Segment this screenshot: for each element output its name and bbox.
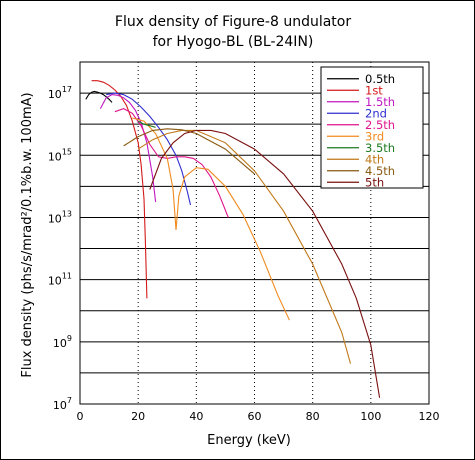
x-tick-label: 0 bbox=[77, 410, 84, 423]
series-line-1st bbox=[91, 80, 148, 299]
series-layer bbox=[85, 80, 381, 398]
y-tick-label: 107 bbox=[53, 396, 72, 412]
legend-label: 1st bbox=[365, 83, 383, 97]
series-line-2nd bbox=[106, 92, 192, 206]
chart-title-line-2: for Hyogo-BL (BL-24IN) bbox=[153, 34, 314, 50]
series-line-3rd bbox=[132, 117, 290, 321]
series-line-5th bbox=[149, 129, 381, 398]
plot-frame bbox=[79, 61, 430, 405]
x-tick-label: 100 bbox=[360, 410, 381, 423]
legend-label: 3rd bbox=[365, 129, 384, 143]
series-line-3.5th bbox=[137, 120, 156, 128]
x-tick-label: 60 bbox=[248, 410, 262, 423]
y-tick-label: 109 bbox=[53, 334, 72, 350]
series-line-0.5th bbox=[85, 90, 113, 103]
y-tick-label: 1013 bbox=[48, 209, 72, 225]
ticks: 0 20 40 60 80 100 120 107 109 1011 1013 1015 1017 bbox=[48, 85, 440, 423]
x-tick-label: 40 bbox=[189, 410, 203, 423]
legend-label: 5th bbox=[365, 175, 384, 189]
legend-label: 2.5th bbox=[365, 118, 395, 132]
legend-label: 4.5th bbox=[365, 164, 395, 178]
y-tick-label: 1015 bbox=[48, 147, 72, 163]
legend-label: 4th bbox=[365, 152, 384, 166]
legend-box bbox=[320, 66, 424, 189]
x-axis-label: Energy (keV) bbox=[207, 433, 291, 448]
chart-title-line-1: Flux density of Figure-8 undulator bbox=[115, 14, 351, 30]
legend-label: 2nd bbox=[365, 106, 387, 120]
legend-label: 3.5th bbox=[365, 141, 395, 155]
series-line-4th bbox=[137, 129, 352, 364]
y-tick-label: 1017 bbox=[48, 85, 72, 101]
y-axis-label: Flux density (phs/s/mrad²/0.1%b.w. 100mA… bbox=[20, 92, 35, 377]
legend-label: 1.5th bbox=[365, 95, 395, 109]
series-line-2.5th bbox=[114, 107, 229, 218]
x-tick-label: 120 bbox=[419, 410, 440, 423]
series-line-4.5th bbox=[123, 128, 255, 175]
x-tick-label: 20 bbox=[131, 410, 145, 423]
series-line-1.5th bbox=[99, 94, 157, 202]
x-tick-label: 80 bbox=[306, 410, 320, 423]
legend-label: 0.5th bbox=[365, 72, 395, 86]
y-tick-label: 1011 bbox=[48, 272, 72, 288]
